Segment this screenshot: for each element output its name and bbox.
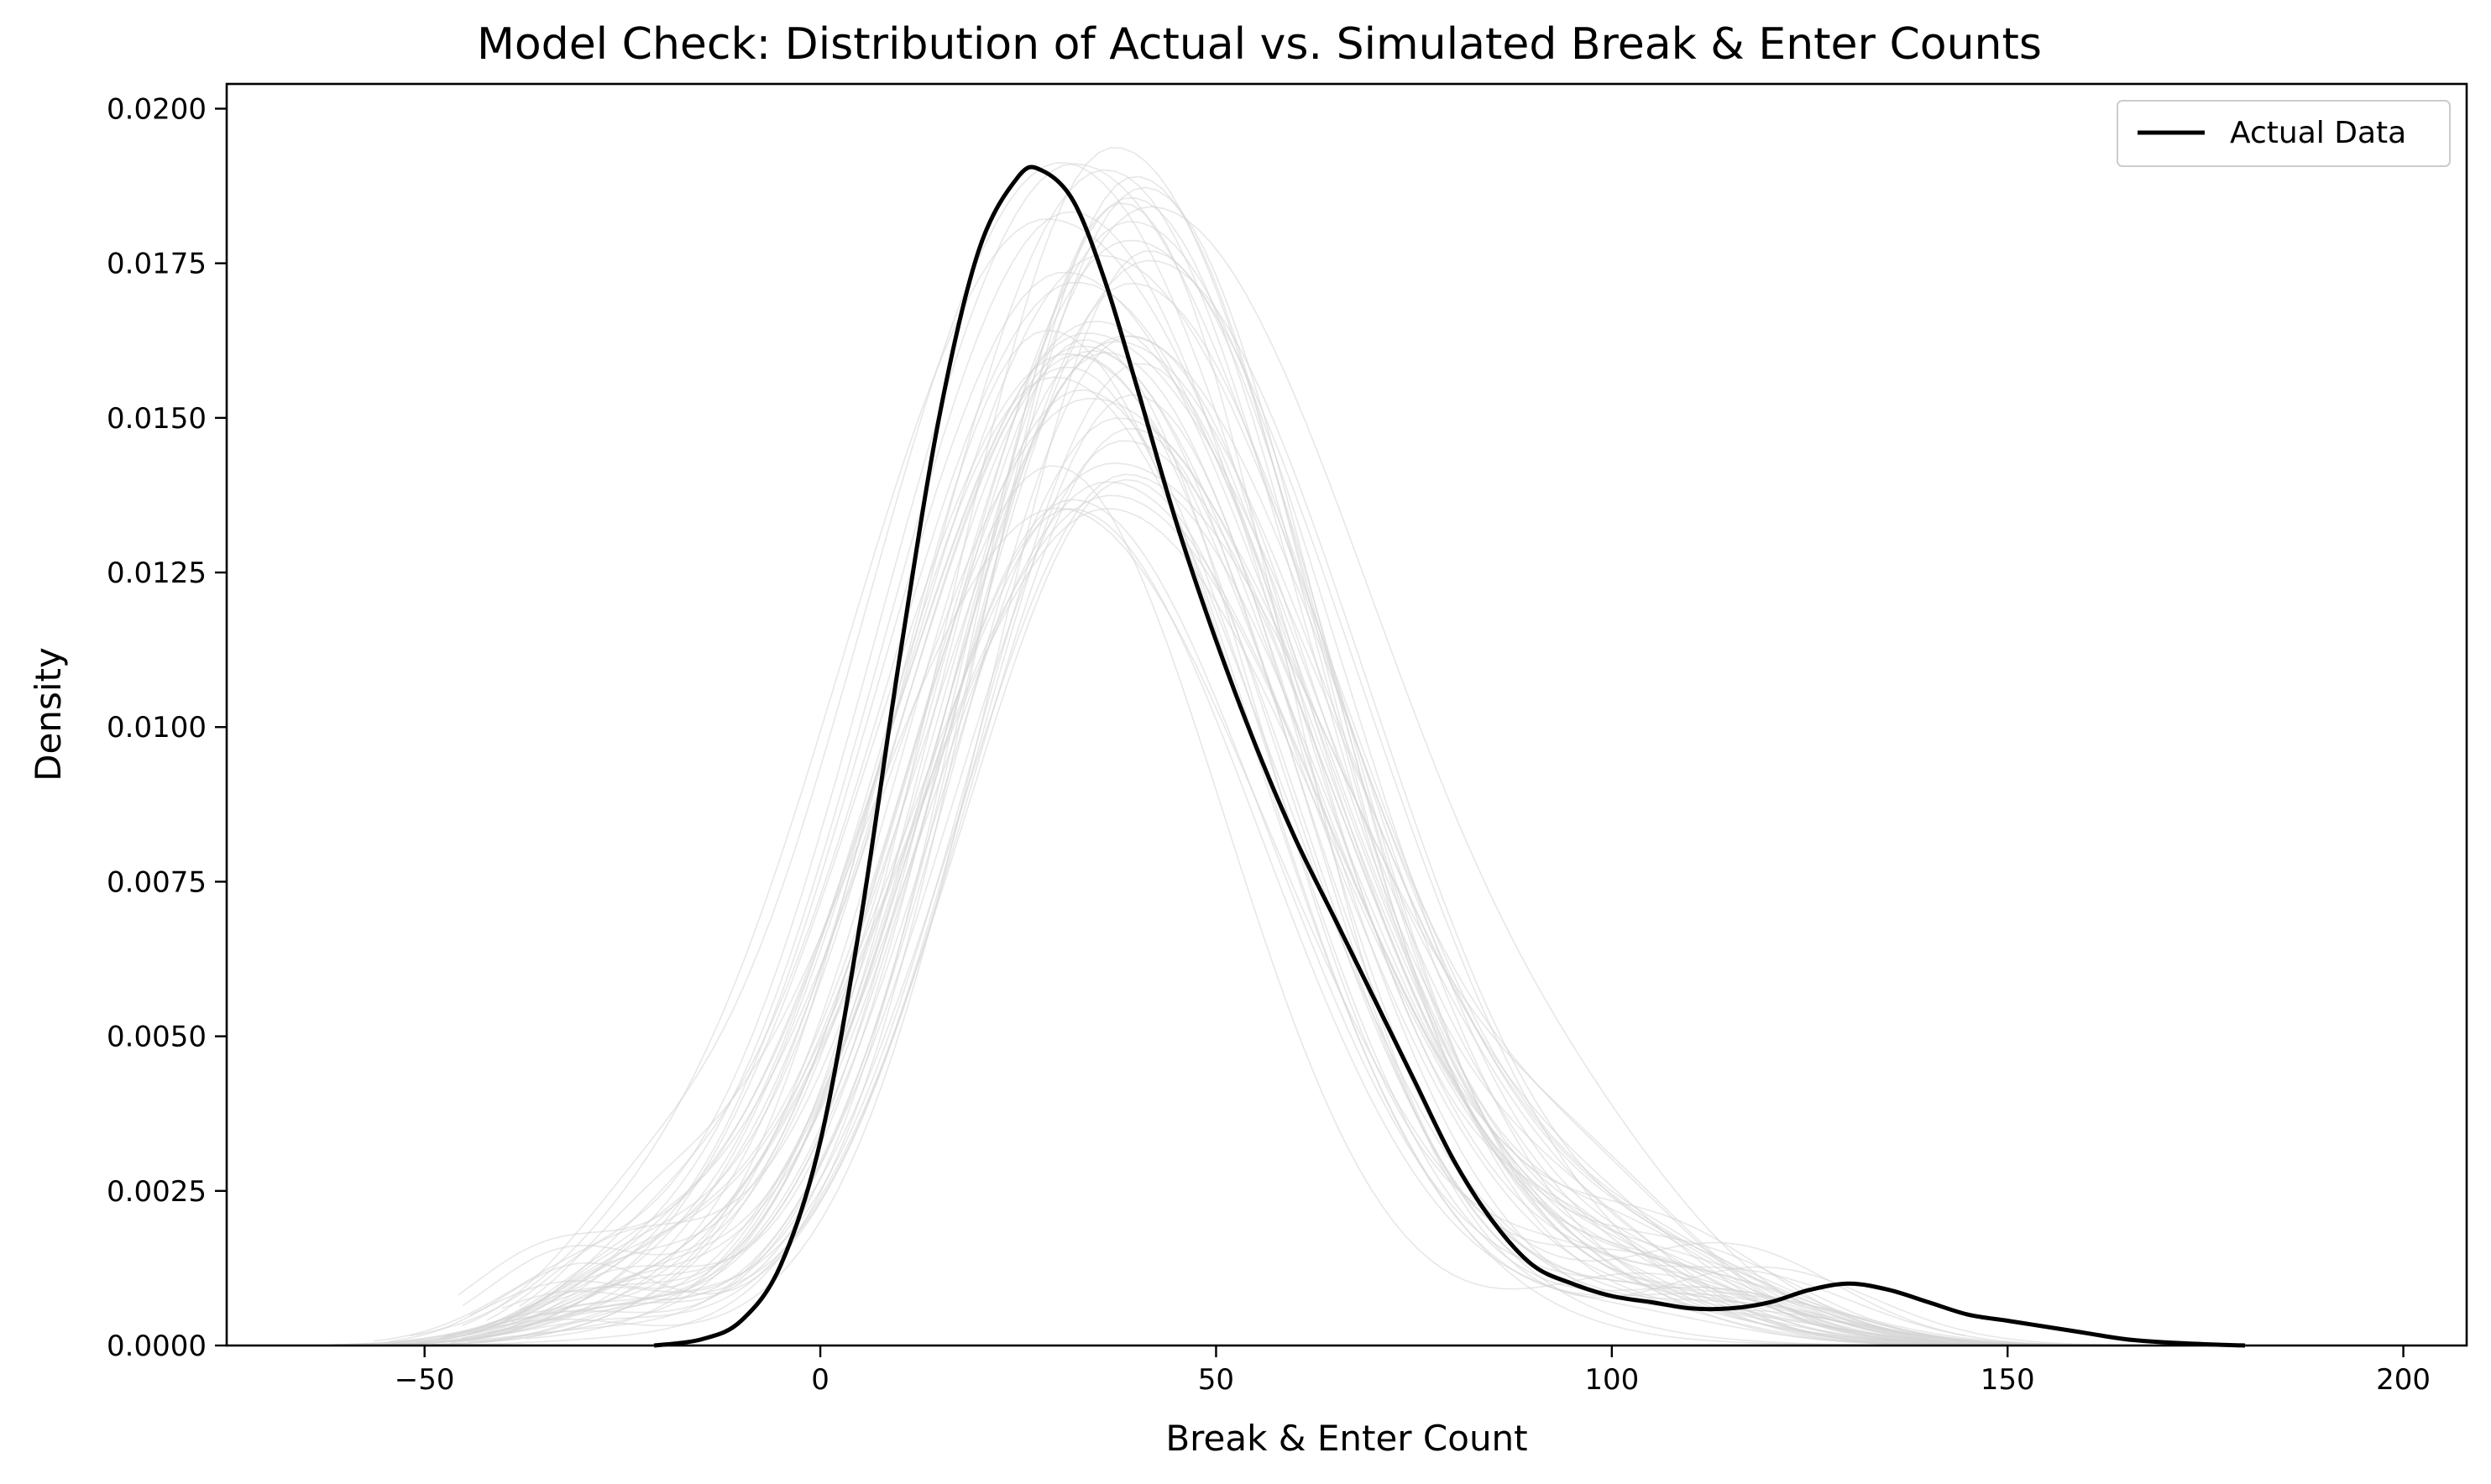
simulated-curve	[444, 186, 1918, 1343]
y-axis-label: Density	[28, 647, 69, 781]
simulated-curve	[501, 440, 1951, 1343]
x-axis: −50 0 50 100 150 200	[395, 1346, 2431, 1397]
simulated-curve	[441, 345, 1949, 1346]
simulated-curve	[462, 508, 2066, 1346]
simulated-curve	[389, 427, 2194, 1346]
simulated-curves	[330, 147, 2220, 1346]
legend-box	[2117, 100, 2451, 167]
y-tick-label: 0.0100	[107, 711, 207, 745]
simulated-curve	[461, 162, 1934, 1340]
simulated-curve	[462, 221, 1947, 1343]
simulated-curve	[493, 196, 1966, 1346]
simulated-curve	[488, 329, 2033, 1346]
simulated-curve	[432, 389, 1964, 1346]
simulated-curve	[467, 366, 1928, 1340]
simulated-curve	[432, 354, 1929, 1346]
simulated-curve	[332, 175, 2185, 1346]
x-tick-label: 150	[1981, 1363, 2035, 1397]
legend-actual-label: Actual Data	[2230, 116, 2406, 150]
simulated-curve	[526, 340, 2094, 1346]
simulated-curve	[374, 163, 1942, 1344]
simulated-curve	[332, 271, 2138, 1346]
y-tick-label: 0.0150	[107, 402, 207, 436]
x-tick-label: 50	[1198, 1363, 1234, 1397]
simulated-curve	[489, 335, 2069, 1346]
chart-title: Model Check: Distribution of Actual vs. …	[477, 19, 2042, 70]
simulated-curve	[458, 320, 2097, 1346]
y-tick-label: 0.0000	[107, 1330, 207, 1363]
legend: Actual Data	[2117, 100, 2451, 167]
y-tick-label: 0.0200	[107, 92, 207, 126]
simulated-curve	[330, 239, 2100, 1346]
simulated-curve	[384, 250, 2201, 1346]
x-tick-label: 0	[811, 1363, 829, 1397]
x-axis-label: Break & Enter Count	[1165, 1418, 1527, 1459]
y-tick-label: 0.0125	[107, 556, 207, 590]
x-tick-label: 100	[1584, 1363, 1639, 1397]
y-tick-label: 0.0025	[107, 1175, 207, 1209]
simulated-curve	[486, 353, 1912, 1336]
simulated-curve	[449, 335, 2101, 1346]
simulated-curve	[359, 202, 2201, 1346]
simulated-curve	[386, 259, 2144, 1346]
simulated-curve	[334, 281, 2021, 1346]
y-axis: 0.0000 0.0025 0.0050 0.0075 0.0100 0.0125 0.01…	[107, 92, 227, 1363]
x-tick-label: 200	[2376, 1363, 2431, 1397]
simulated-curve	[519, 473, 2064, 1346]
actual-curves	[653, 165, 2246, 1348]
x-tick-label: −50	[395, 1363, 455, 1397]
plot-frame	[225, 82, 2468, 1347]
simulated-curve	[486, 206, 2114, 1346]
simulated-curve	[468, 147, 1966, 1336]
y-tick-label: 0.0050	[107, 1021, 207, 1054]
simulated-curve	[510, 332, 1924, 1338]
actual-data-line	[653, 165, 2246, 1348]
simulated-curve	[342, 478, 2123, 1346]
y-tick-label: 0.0175	[107, 248, 207, 281]
simulated-curve	[390, 169, 1947, 1346]
y-tick-label: 0.0075	[107, 865, 207, 899]
